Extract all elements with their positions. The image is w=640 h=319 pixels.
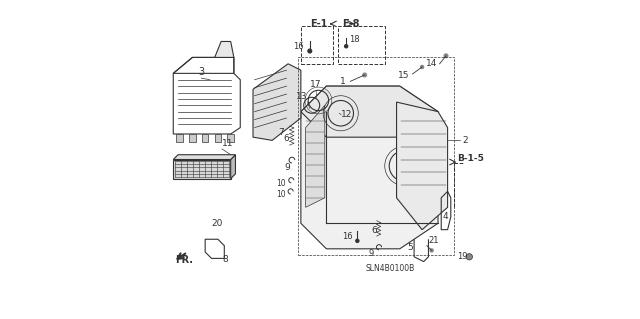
Text: 6: 6 [284,134,289,143]
Text: 10: 10 [276,190,286,199]
Bar [177,134,183,142]
Text: E-8: E-8 [342,19,360,29]
Text: 17: 17 [310,80,322,89]
Circle shape [466,254,472,260]
Polygon shape [215,41,234,57]
Text: FR.: FR. [175,255,193,265]
Text: 19: 19 [457,252,468,261]
Text: B-1-5: B-1-5 [457,154,484,163]
Text: 1: 1 [340,77,346,86]
Bar [301,26,333,64]
Text: 7: 7 [278,128,284,137]
Text: 4: 4 [442,212,448,221]
Text: 16: 16 [293,42,304,51]
Polygon shape [173,155,236,160]
Text: 21: 21 [428,236,439,245]
Text: SLN4B0100B: SLN4B0100B [365,264,415,273]
Text: 2: 2 [462,136,468,145]
Text: E-1: E-1 [310,19,328,29]
Circle shape [307,48,312,54]
Circle shape [344,44,348,48]
Polygon shape [301,86,438,137]
Bar [189,134,196,142]
Circle shape [429,248,434,253]
Bar [337,26,385,64]
Polygon shape [253,64,301,140]
Text: 13: 13 [296,92,307,101]
Bar [202,134,209,142]
Text: 12: 12 [341,110,353,119]
Text: 5: 5 [408,243,413,252]
Text: 20: 20 [212,219,223,228]
Circle shape [362,72,367,78]
Text: 10: 10 [276,179,286,188]
Text: 11: 11 [222,139,234,148]
Text: 15: 15 [398,71,410,80]
Text: 9: 9 [369,249,374,258]
Bar [215,134,221,142]
Text: 16: 16 [342,232,353,241]
Polygon shape [397,102,447,230]
Circle shape [355,239,360,243]
Text: 3: 3 [198,67,204,77]
Polygon shape [173,160,230,179]
Polygon shape [306,105,324,207]
Text: 14: 14 [426,59,437,68]
Text: 9: 9 [284,163,290,172]
Circle shape [444,53,449,58]
Polygon shape [301,86,438,249]
Bar [298,57,454,255]
Circle shape [420,65,424,69]
Polygon shape [230,155,236,179]
Text: 8: 8 [222,256,228,264]
Text: 18: 18 [349,35,359,44]
Bar [227,134,234,142]
Text: 6: 6 [371,226,377,235]
